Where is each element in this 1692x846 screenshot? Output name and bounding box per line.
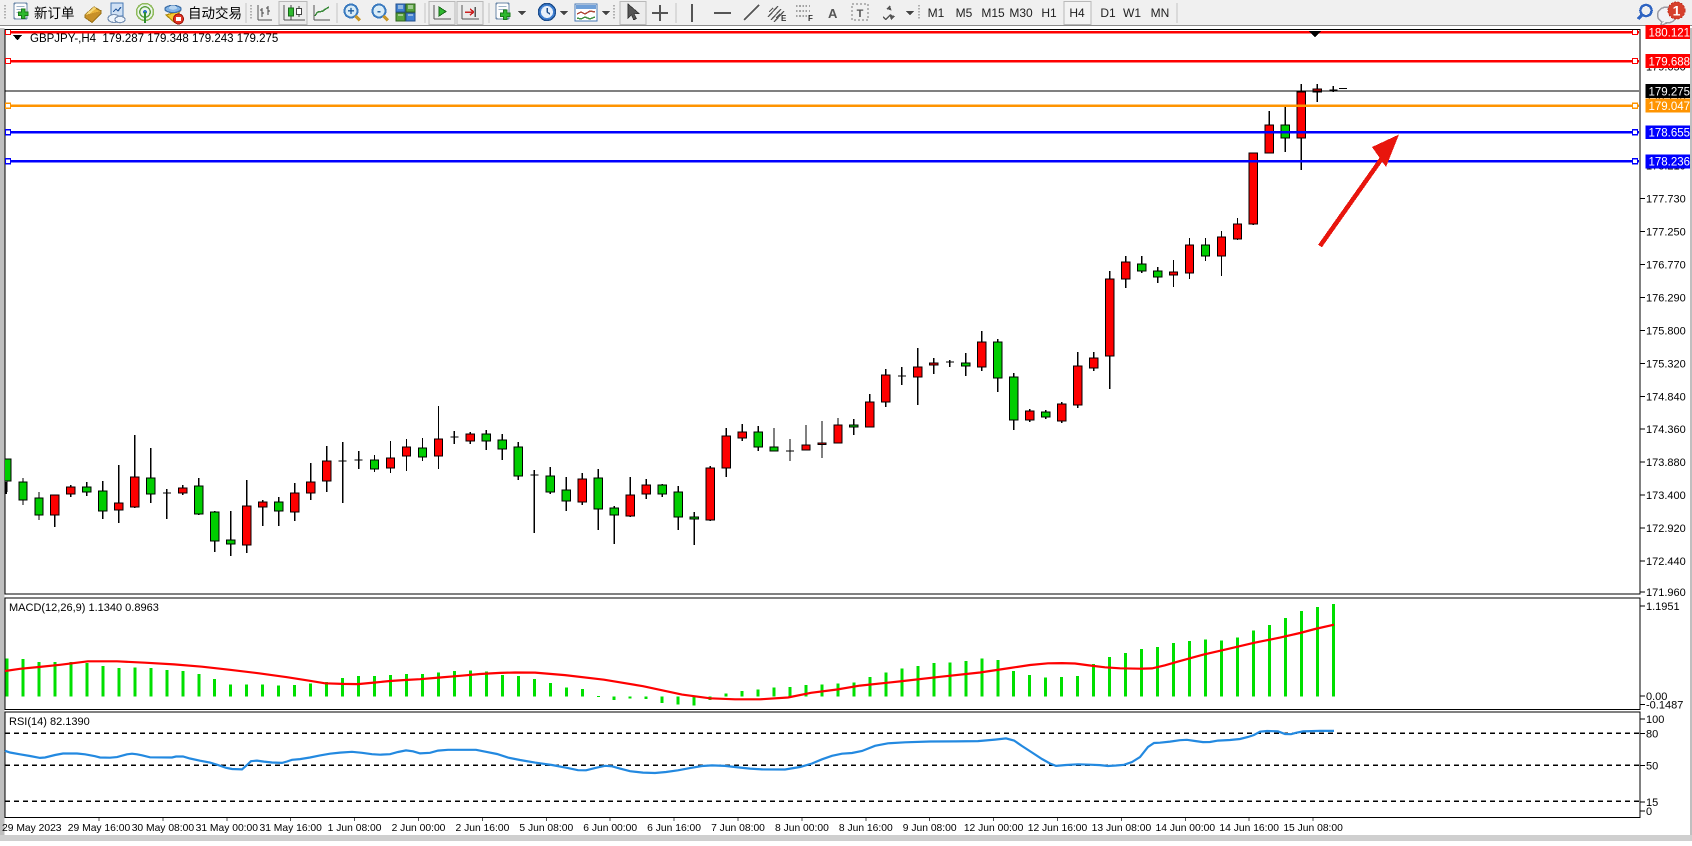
svg-text:新订单: 新订单	[34, 6, 75, 21]
svg-text:0: 0	[1646, 806, 1652, 818]
svg-text:180.121: 180.121	[1649, 27, 1691, 39]
svg-text:176.770: 176.770	[1646, 259, 1686, 271]
svg-text:177.250: 177.250	[1646, 227, 1686, 239]
svg-text:175.320: 175.320	[1646, 358, 1686, 370]
svg-text:8 Jun 00:00: 8 Jun 00:00	[775, 823, 829, 834]
svg-text:177.730: 177.730	[1646, 194, 1686, 206]
svg-text:171.960: 171.960	[1646, 587, 1686, 599]
svg-text:MACD(12,26,9) 1.1340 0.8963: MACD(12,26,9) 1.1340 0.8963	[9, 602, 159, 614]
svg-text:173.880: 173.880	[1646, 457, 1686, 469]
svg-text:12 Jun 16:00: 12 Jun 16:00	[1028, 823, 1088, 834]
svg-text:E: E	[781, 14, 787, 23]
svg-text:W1: W1	[1123, 6, 1141, 20]
svg-text:178.655: 178.655	[1649, 128, 1691, 140]
svg-text:30 May 08:00: 30 May 08:00	[132, 823, 195, 834]
svg-text:178.236: 178.236	[1649, 157, 1691, 169]
svg-text:M30: M30	[1009, 6, 1033, 20]
svg-text:8 Jun 16:00: 8 Jun 16:00	[839, 823, 893, 834]
svg-text:0.00: 0.00	[1646, 691, 1667, 703]
svg-text:14 Jun 00:00: 14 Jun 00:00	[1156, 823, 1216, 834]
svg-text:50: 50	[1646, 760, 1658, 772]
svg-text:-: -	[377, 4, 381, 18]
svg-text:100: 100	[1646, 714, 1664, 726]
svg-text:M15: M15	[981, 6, 1005, 20]
svg-text:2 Jun 00:00: 2 Jun 00:00	[392, 823, 446, 834]
svg-text:A: A	[828, 6, 838, 21]
svg-text:179.275: 179.275	[1649, 86, 1691, 98]
svg-text:RSI(14) 82.1390: RSI(14) 82.1390	[9, 716, 90, 728]
svg-text:29 May 2023: 29 May 2023	[2, 823, 62, 834]
svg-text:173.400: 173.400	[1646, 490, 1686, 502]
svg-text:1.1951: 1.1951	[1646, 601, 1680, 613]
svg-text:1 Jun 08:00: 1 Jun 08:00	[328, 823, 382, 834]
svg-text:12 Jun 00:00: 12 Jun 00:00	[964, 823, 1024, 834]
svg-text:M1: M1	[928, 6, 945, 20]
svg-text:174.360: 174.360	[1646, 424, 1686, 436]
svg-text:80: 80	[1646, 729, 1658, 741]
svg-text:172.920: 172.920	[1646, 523, 1686, 535]
svg-text:5 Jun 08:00: 5 Jun 08:00	[519, 823, 573, 834]
svg-text:31 May 16:00: 31 May 16:00	[259, 823, 322, 834]
svg-text:D1: D1	[1100, 6, 1116, 20]
svg-text:15: 15	[1646, 797, 1658, 809]
svg-text:174.840: 174.840	[1646, 391, 1686, 403]
svg-text:F: F	[808, 14, 813, 23]
svg-text:-0.1487: -0.1487	[1646, 700, 1683, 712]
svg-text:6 Jun 00:00: 6 Jun 00:00	[583, 823, 637, 834]
svg-text:7 Jun 08:00: 7 Jun 08:00	[711, 823, 765, 834]
svg-text:13 Jun 08:00: 13 Jun 08:00	[1092, 823, 1152, 834]
svg-text:6 Jun 16:00: 6 Jun 16:00	[647, 823, 701, 834]
svg-text:1: 1	[1673, 3, 1681, 19]
svg-text:29 May 16:00: 29 May 16:00	[68, 823, 131, 834]
svg-text:31 May 00:00: 31 May 00:00	[196, 823, 259, 834]
svg-text:179.047: 179.047	[1649, 101, 1691, 113]
svg-text:15 Jun 08:00: 15 Jun 08:00	[1283, 823, 1343, 834]
svg-text:179.688: 179.688	[1649, 56, 1691, 68]
svg-text:GBPJPY-,H4 179.287 179.348 17: GBPJPY-,H4 179.287 179.348 179.243 179.2…	[30, 33, 278, 45]
svg-text:+: +	[347, 4, 354, 18]
svg-text:176.290: 176.290	[1646, 292, 1686, 304]
svg-text:9 Jun 08:00: 9 Jun 08:00	[903, 823, 957, 834]
svg-text:M5: M5	[956, 6, 973, 20]
svg-text:2 Jun 16:00: 2 Jun 16:00	[455, 823, 509, 834]
svg-text:175.800: 175.800	[1646, 325, 1686, 337]
svg-text:172.440: 172.440	[1646, 556, 1686, 568]
svg-text:14 Jun 16:00: 14 Jun 16:00	[1219, 823, 1279, 834]
svg-text:自动交易: 自动交易	[188, 5, 242, 21]
svg-text:H4: H4	[1069, 6, 1085, 20]
svg-text:MN: MN	[1151, 6, 1170, 20]
svg-text:T: T	[857, 8, 864, 20]
svg-text:H1: H1	[1041, 6, 1057, 20]
